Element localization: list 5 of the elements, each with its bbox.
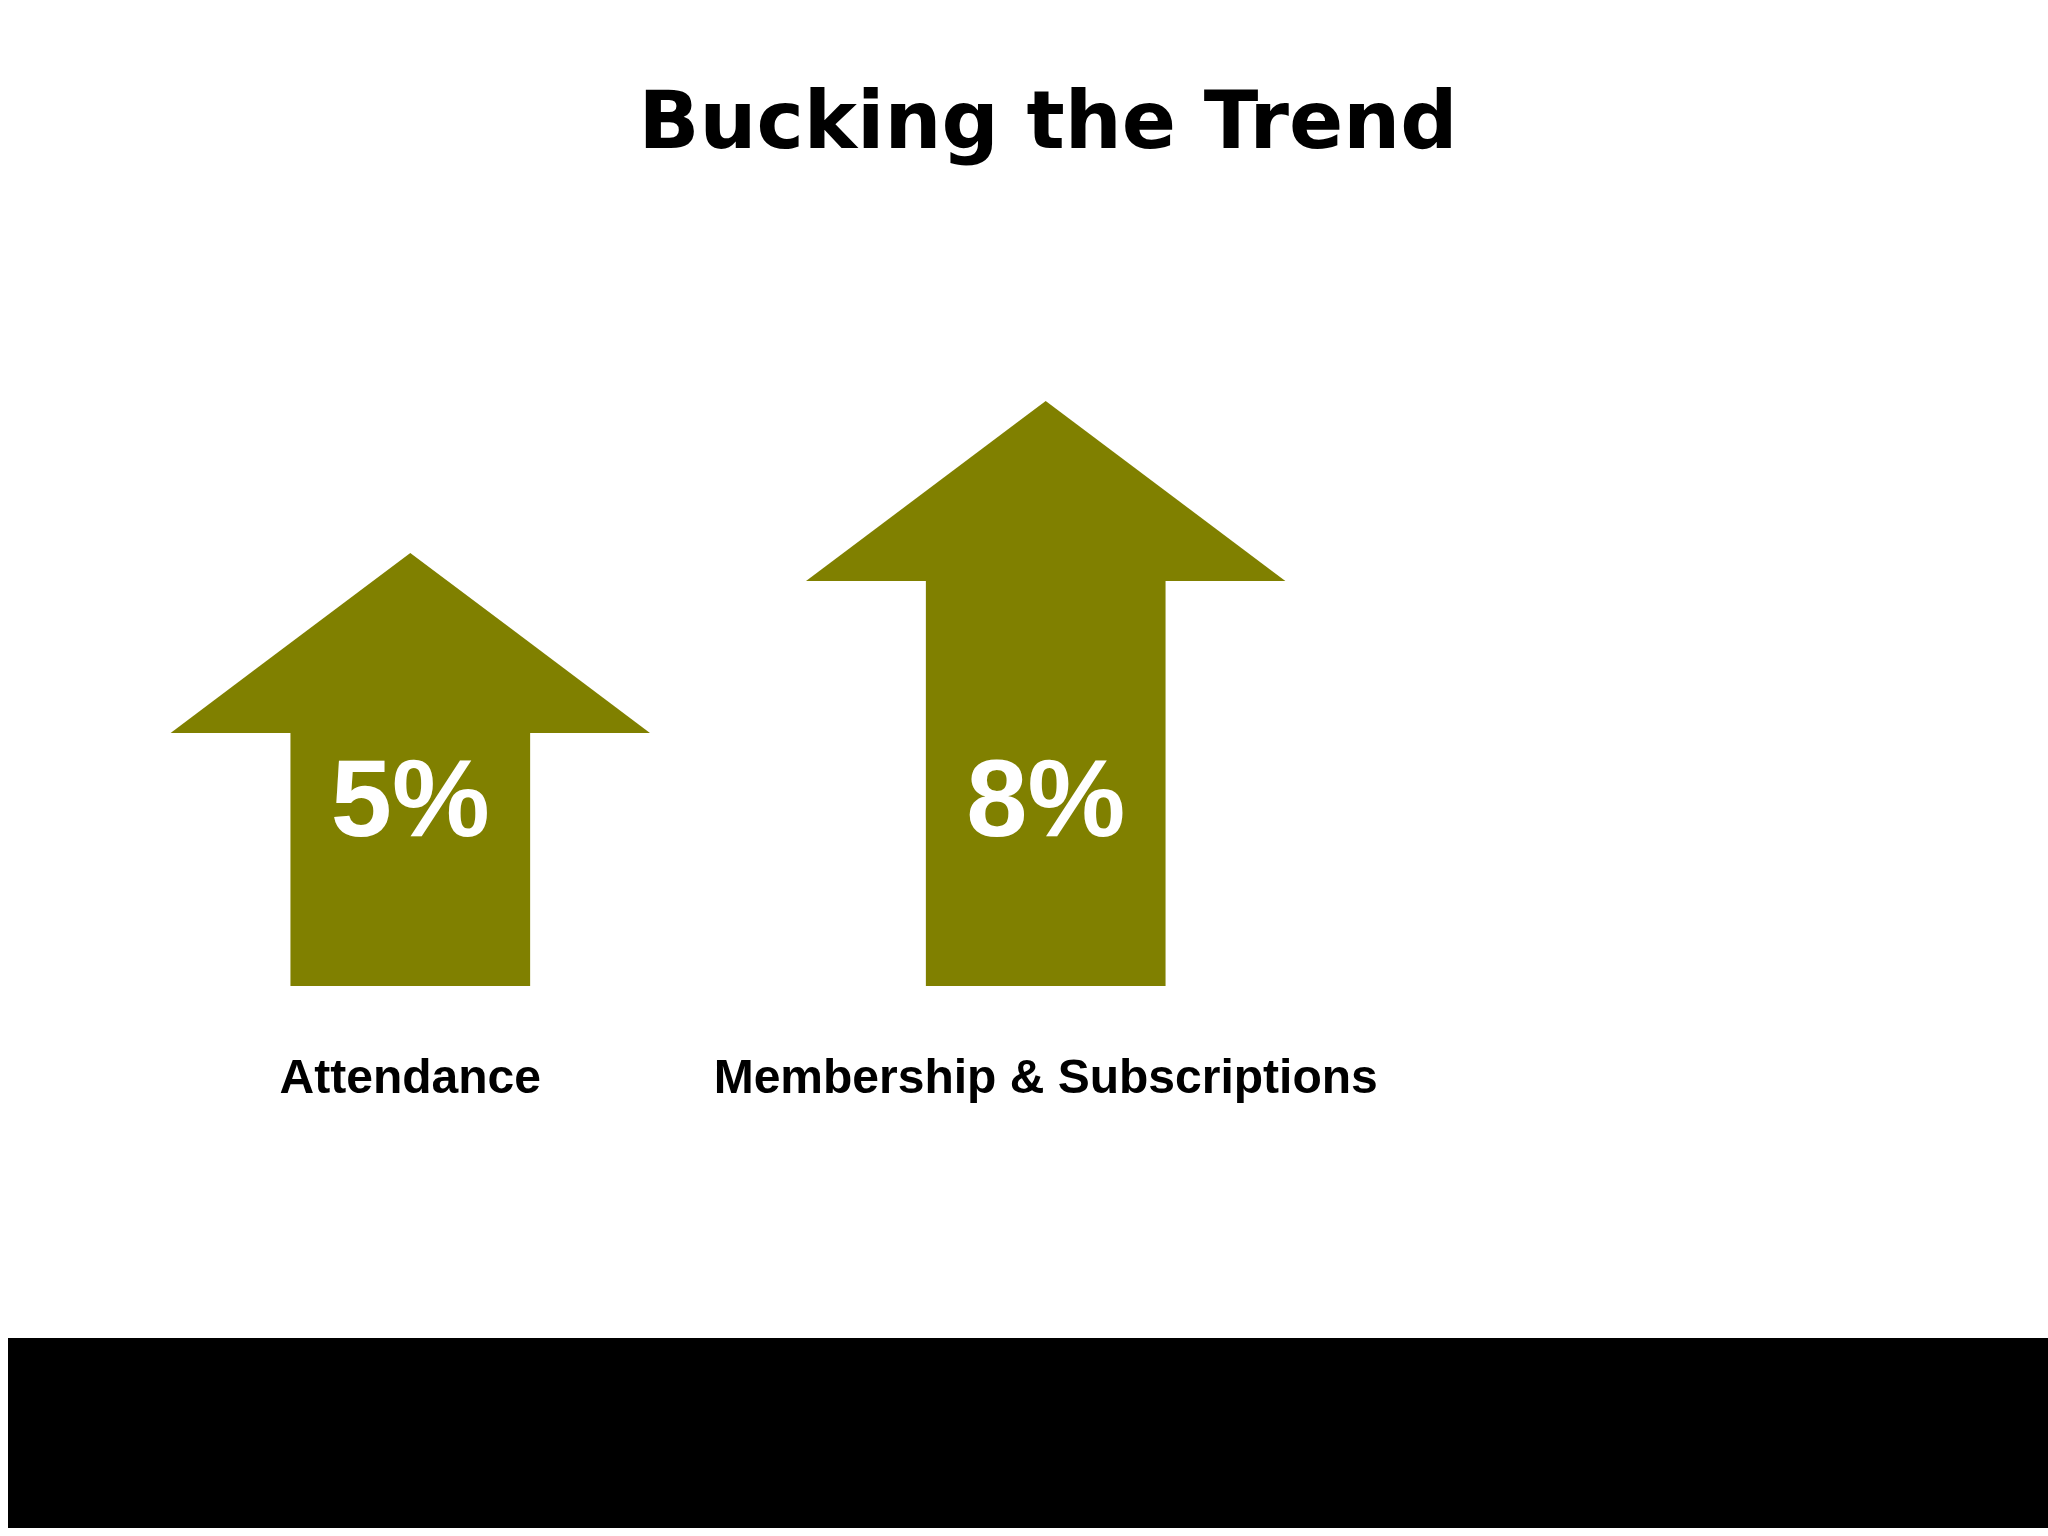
data-label: 8%: [966, 736, 1126, 859]
x-tick-label: Membership & Subscriptions: [713, 1050, 1378, 1103]
chart-title: Bucking the Trend: [638, 74, 1458, 167]
x-tick-label: Attendance: [279, 1050, 541, 1103]
data-label: 5%: [330, 736, 490, 859]
